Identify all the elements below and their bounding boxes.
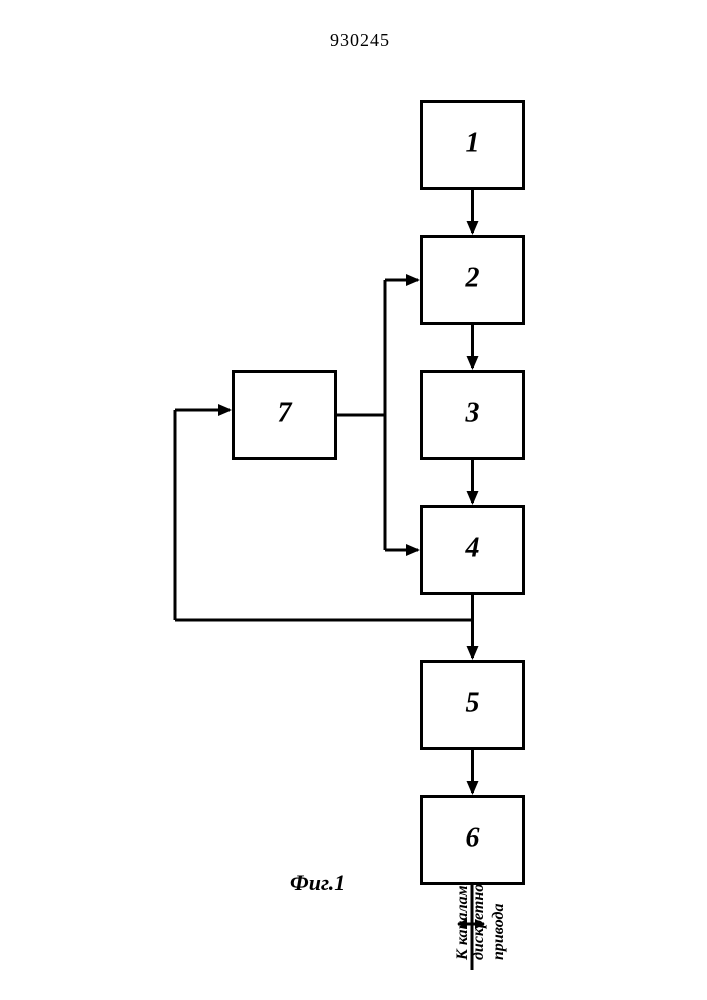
block-label: 2	[423, 262, 522, 294]
diagram-wires	[0, 0, 707, 1000]
block-label: 6	[423, 822, 522, 854]
block-label: 4	[423, 532, 522, 564]
block-label: 5	[423, 687, 522, 719]
block-b1: 1	[420, 100, 525, 190]
caption-line-3: привода	[490, 904, 508, 960]
doc-number: 930245	[330, 30, 390, 51]
block-label: 7	[235, 397, 334, 429]
block-b2: 2	[420, 235, 525, 325]
block-label: 1	[423, 127, 522, 159]
page: { "header": { "doc_number": "930245" }, …	[0, 0, 707, 1000]
block-b3: 3	[420, 370, 525, 460]
block-b7: 7	[232, 370, 337, 460]
block-b4: 4	[420, 505, 525, 595]
block-b6: 6	[420, 795, 525, 885]
figure-label: Фиг.1	[290, 870, 345, 896]
block-b5: 5	[420, 660, 525, 750]
block-label: 3	[423, 397, 522, 429]
